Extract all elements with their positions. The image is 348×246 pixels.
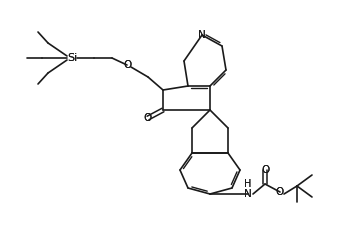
- Text: O: O: [144, 113, 152, 123]
- Text: O: O: [144, 113, 152, 123]
- Text: Si: Si: [67, 53, 77, 63]
- Text: H: H: [244, 179, 252, 189]
- Text: N: N: [244, 189, 252, 199]
- Text: H: H: [244, 179, 252, 189]
- Text: N: N: [198, 30, 206, 40]
- Text: Si: Si: [67, 53, 77, 63]
- Text: O: O: [123, 60, 131, 70]
- Text: O: O: [123, 60, 131, 70]
- Text: N: N: [198, 30, 206, 40]
- Text: O: O: [261, 165, 269, 175]
- Text: N: N: [244, 189, 252, 199]
- Text: O: O: [276, 187, 284, 197]
- Text: O: O: [261, 165, 269, 175]
- Text: O: O: [276, 187, 284, 197]
